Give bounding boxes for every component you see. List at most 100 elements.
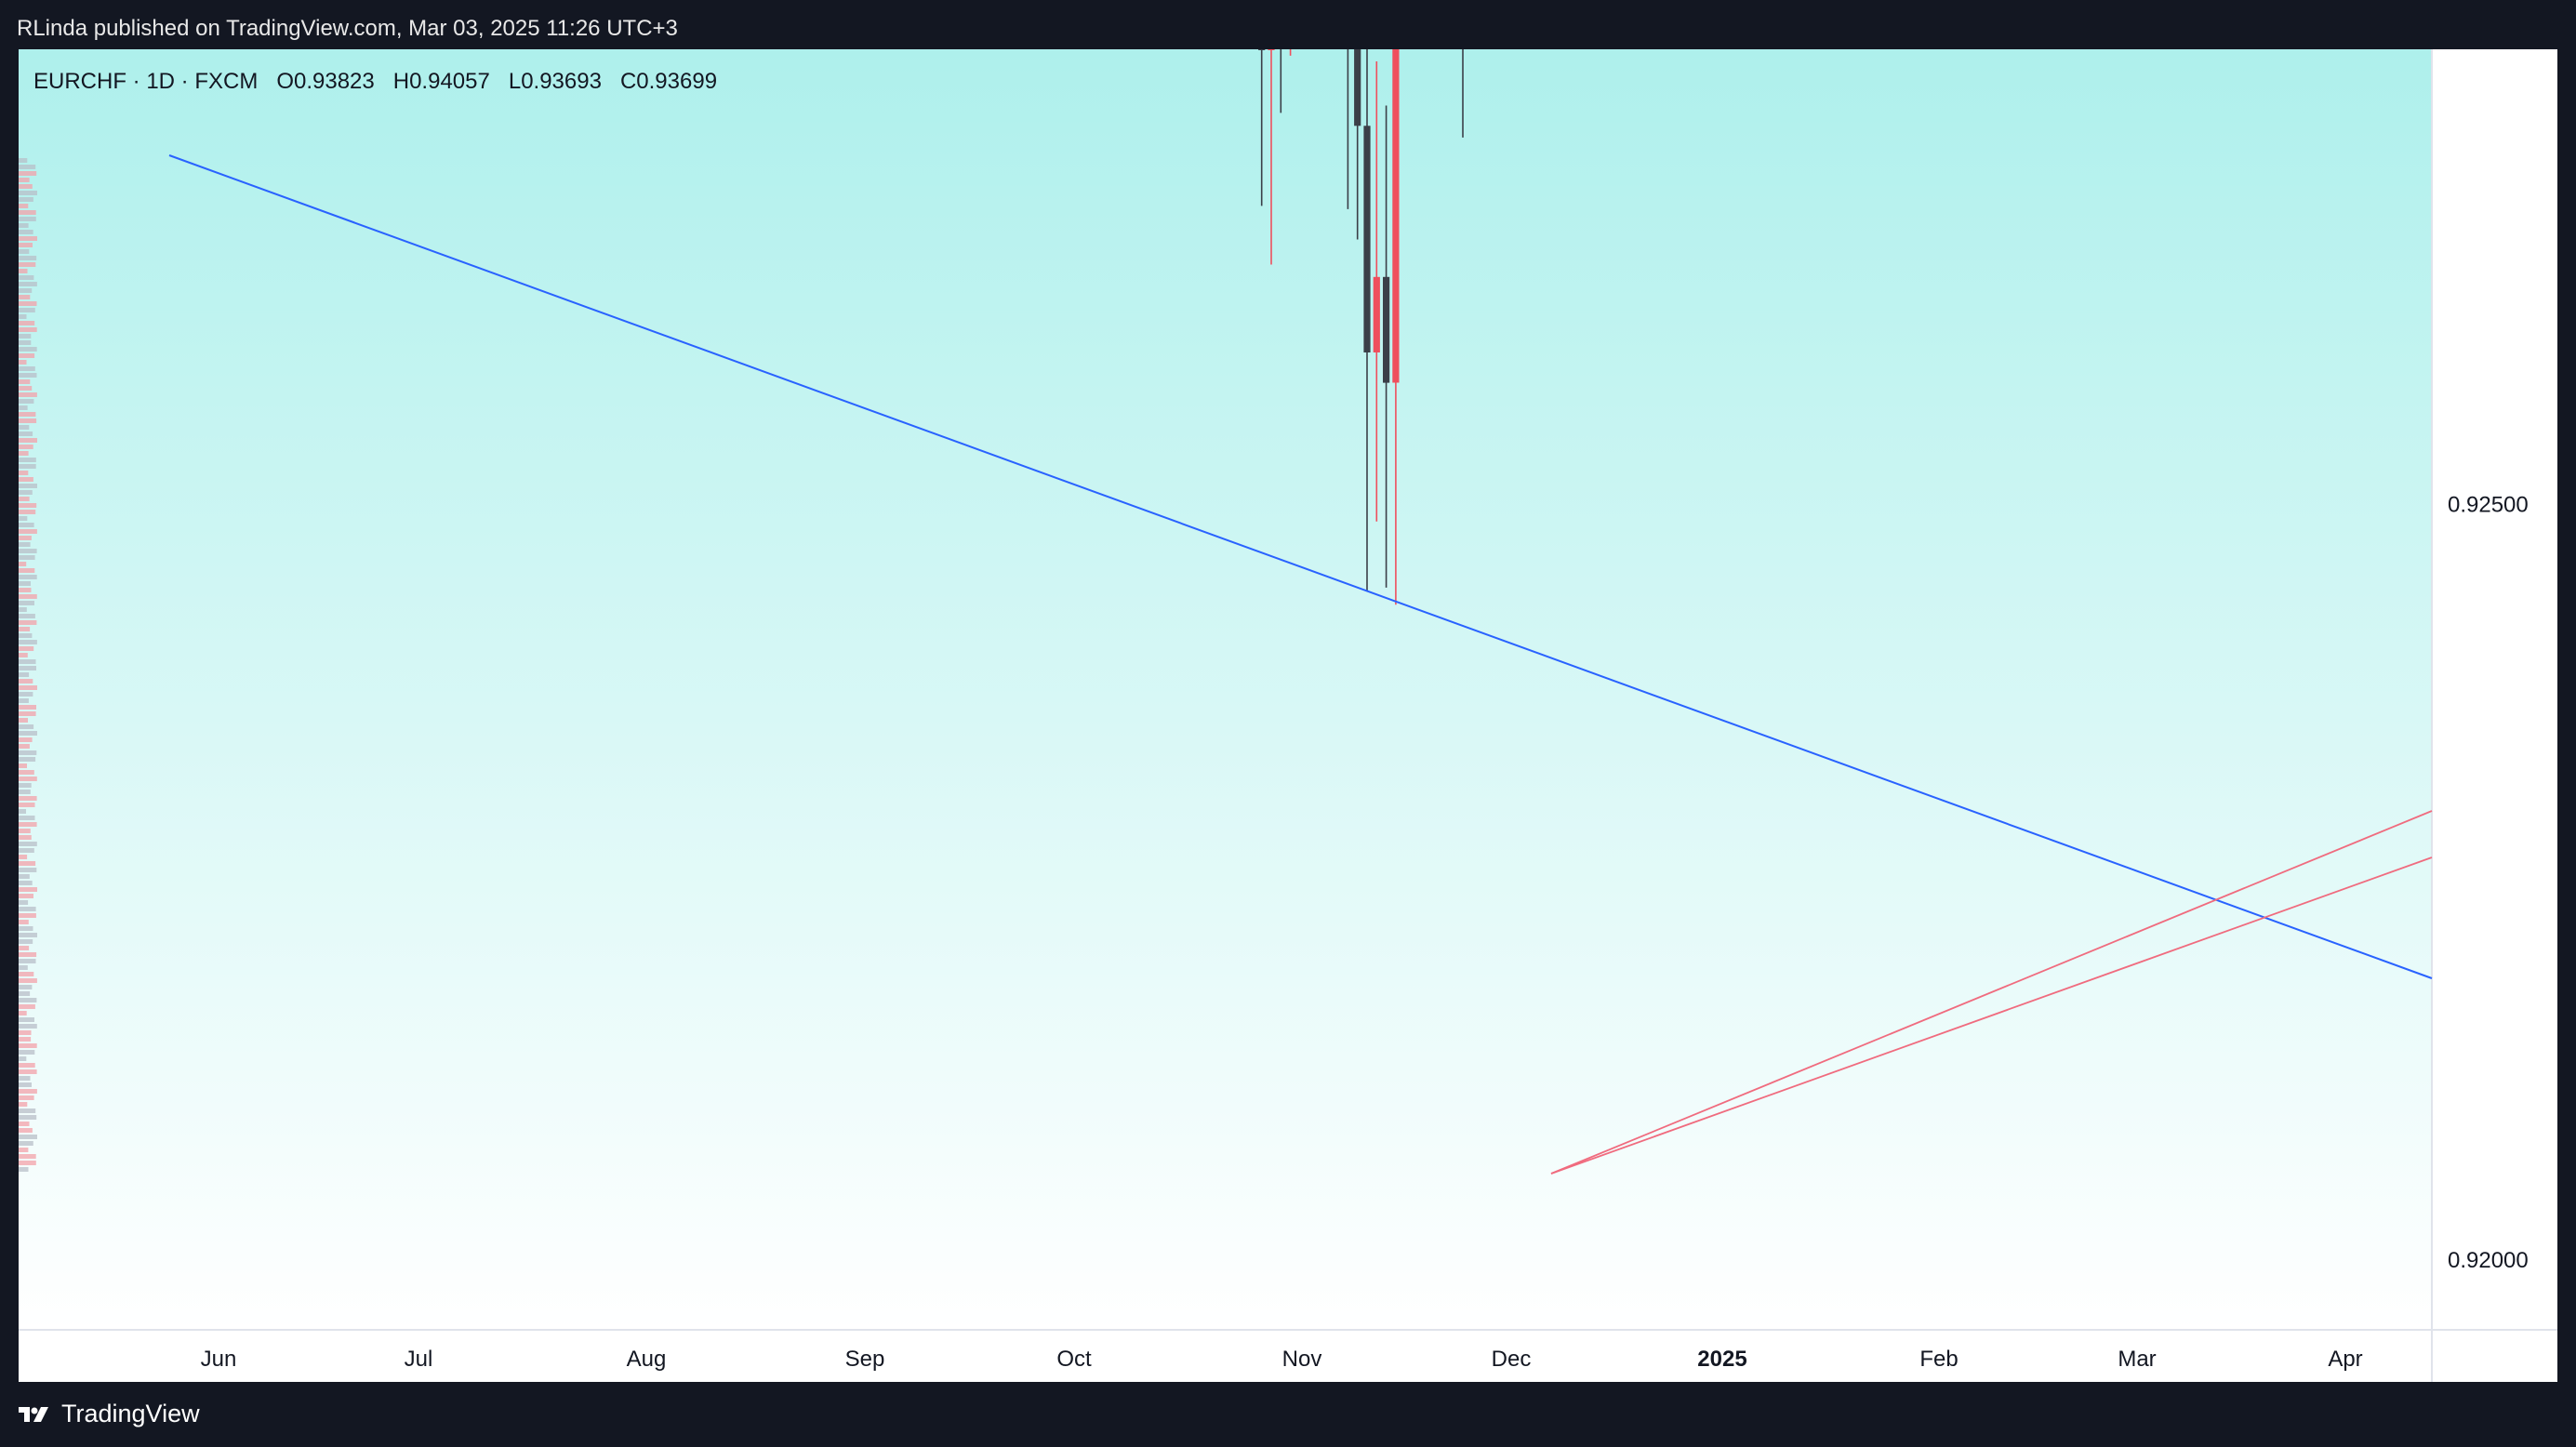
- volume-profile-bar: [19, 230, 33, 234]
- volume-profile-bar: [19, 1102, 28, 1107]
- volume-profile-bar: [19, 366, 35, 371]
- volume-profile-bar: [19, 1095, 34, 1100]
- volume-profile-bar: [19, 874, 30, 879]
- volume-profile-bar: [19, 1056, 27, 1061]
- volume-profile-bar: [19, 1167, 29, 1172]
- volume-profile-bar: [19, 991, 31, 996]
- volume-profile-bar: [19, 711, 36, 716]
- volume-profile-bar: [19, 360, 27, 365]
- volume-profile-bar: [19, 418, 37, 423]
- volume-profile-bar: [19, 861, 36, 866]
- volume-profile-bar: [19, 972, 34, 976]
- volume-profile-bar: [19, 555, 35, 560]
- support-trendline-lower[interactable]: [1550, 856, 2433, 1175]
- volume-profile-bar: [19, 718, 28, 723]
- volume-profile-bar: [19, 249, 30, 254]
- price-axis-tick: 0.92500: [2448, 493, 2529, 518]
- trendlines: [168, 154, 2433, 1175]
- volume-profile-bar: [19, 308, 35, 312]
- volume-profile: [19, 158, 37, 1172]
- support-trendline-upper[interactable]: [1550, 810, 2433, 1175]
- volume-profile-bar: [19, 399, 34, 404]
- volume-profile-bar: [19, 894, 33, 898]
- time-axis[interactable]: Jun Jul Aug Sep Oct Nov Dec 2025 Feb Mar Apr: [201, 1347, 2363, 1372]
- volume-profile-bar: [19, 464, 36, 469]
- volume-profile-bar: [19, 646, 34, 651]
- volume-profile-bar: [19, 575, 37, 579]
- volume-profile-bar: [19, 881, 33, 885]
- volume-profile-bar: [19, 353, 35, 358]
- volume-profile-bar: [19, 1037, 32, 1042]
- volume-profile-bar: [19, 679, 33, 684]
- volume-profile-bar: [19, 1128, 33, 1133]
- volume-profile-bar: [19, 256, 37, 260]
- volume-profile-bar: [19, 692, 33, 697]
- volume-profile-bar: [19, 855, 28, 859]
- volume-profile-bar: [19, 1030, 32, 1035]
- volume-profile-bar: [19, 659, 36, 664]
- time-axis-tick: Jul: [405, 1347, 433, 1372]
- volume-profile-bar: [19, 178, 30, 182]
- candle-body: [1383, 276, 1390, 383]
- volume-profile-bar: [19, 952, 37, 957]
- volume-profile-bar: [19, 705, 36, 710]
- volume-profile-bar: [19, 568, 35, 573]
- volume-profile-bar: [19, 386, 33, 391]
- volume-profile-bar: [19, 803, 35, 807]
- volume-profile-bar: [19, 620, 37, 625]
- time-axis-tick: Aug: [627, 1347, 667, 1372]
- volume-profile-bar: [19, 191, 37, 195]
- time-axis-tick: Jun: [201, 1347, 237, 1372]
- volume-profile-bar: [19, 327, 37, 332]
- volume-profile-bar: [19, 1082, 32, 1087]
- candle-body: [1392, 0, 1400, 383]
- time-axis-tick: Mar: [2118, 1347, 2156, 1372]
- volume-profile-bar: [19, 907, 36, 911]
- volume-profile-bar: [19, 171, 37, 176]
- time-axis-tick: Apr: [2328, 1347, 2362, 1372]
- volume-profile-bar: [19, 217, 36, 221]
- candle-body: [1373, 276, 1380, 352]
- volume-profile-bar: [19, 373, 37, 378]
- volume-profile-bar: [19, 425, 30, 430]
- volume-profile-bar: [19, 770, 34, 775]
- volume-profile-bar: [19, 340, 32, 345]
- volume-profile-bar: [19, 835, 32, 840]
- volume-profile-bar: [19, 1141, 33, 1146]
- descending-trendline[interactable]: [168, 154, 2433, 979]
- volume-profile-bar: [19, 581, 31, 586]
- volume-profile-bar: [19, 562, 27, 566]
- volume-profile-bar: [19, 737, 33, 742]
- volume-profile-bar: [19, 1017, 34, 1022]
- volume-profile-bar: [19, 900, 29, 905]
- volume-profile-bar: [19, 959, 36, 963]
- volume-profile-bar: [19, 1024, 37, 1029]
- volume-profile-bar: [19, 809, 26, 814]
- volume-profile-bar: [19, 724, 34, 729]
- volume-profile-bar: [19, 301, 37, 306]
- volume-profile-bar: [19, 243, 33, 247]
- volume-profile-bar: [19, 633, 33, 638]
- volume-profile-bar: [19, 445, 33, 449]
- volume-profile-bar: [19, 523, 34, 527]
- volume-profile-bar: [19, 933, 37, 937]
- volume-profile-bar: [19, 783, 32, 788]
- publish-bar: RLinda published on TradingView.com, Mar…: [0, 0, 2576, 49]
- volume-profile-bar: [19, 1004, 35, 1009]
- volume-profile-bar: [19, 451, 29, 456]
- volume-profile-bar: [19, 939, 33, 944]
- volume-profile-bar: [19, 269, 28, 273]
- volume-profile-bar: [19, 887, 37, 892]
- volume-profile-bar: [19, 204, 29, 208]
- volume-profile-bar: [19, 1115, 37, 1120]
- volume-profile-bar: [19, 158, 28, 163]
- volume-profile-bar: [19, 549, 37, 553]
- volume-profile-bar: [19, 842, 37, 846]
- tradingview-logo[interactable]: TradingView: [17, 1400, 200, 1428]
- volume-profile-bar: [19, 607, 27, 612]
- plot-background: [19, 49, 2432, 1330]
- price-axis[interactable]: 0.920000.925000.930000.935000.940000.945…: [2448, 0, 2529, 1274]
- volume-profile-bar: [19, 236, 37, 241]
- time-axis-tick: Sep: [845, 1347, 885, 1372]
